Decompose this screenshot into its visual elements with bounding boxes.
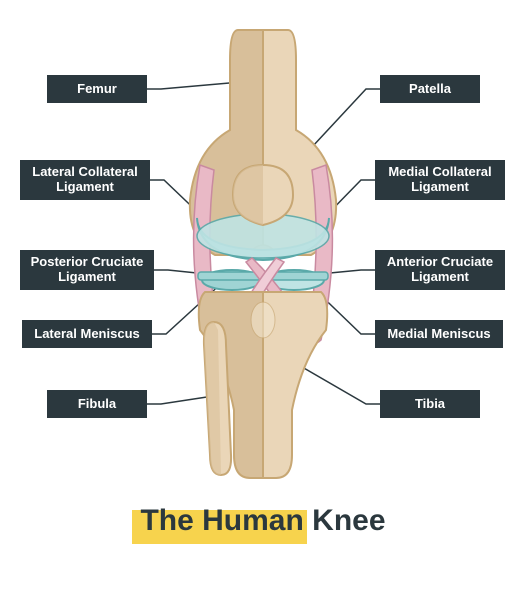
title-block: The Human Knee — [0, 504, 526, 538]
label-femur: Femur — [47, 75, 147, 103]
label-med_men: Medial Meniscus — [375, 320, 503, 348]
label-patella: Patella — [380, 75, 480, 103]
label-acl: Anterior CruciateLigament — [375, 250, 505, 290]
label-fibula: Fibula — [47, 390, 147, 418]
label-lcl: Lateral CollateralLigament — [20, 160, 150, 200]
label-mcl: Medial CollateralLigament — [375, 160, 505, 200]
label-pcl: Posterior CruciateLigament — [20, 250, 154, 290]
patella-shape — [233, 165, 293, 225]
label-lat_men: Lateral Meniscus — [22, 320, 152, 348]
label-tibia: Tibia — [380, 390, 480, 418]
diagram-title: The Human Knee — [140, 504, 385, 537]
